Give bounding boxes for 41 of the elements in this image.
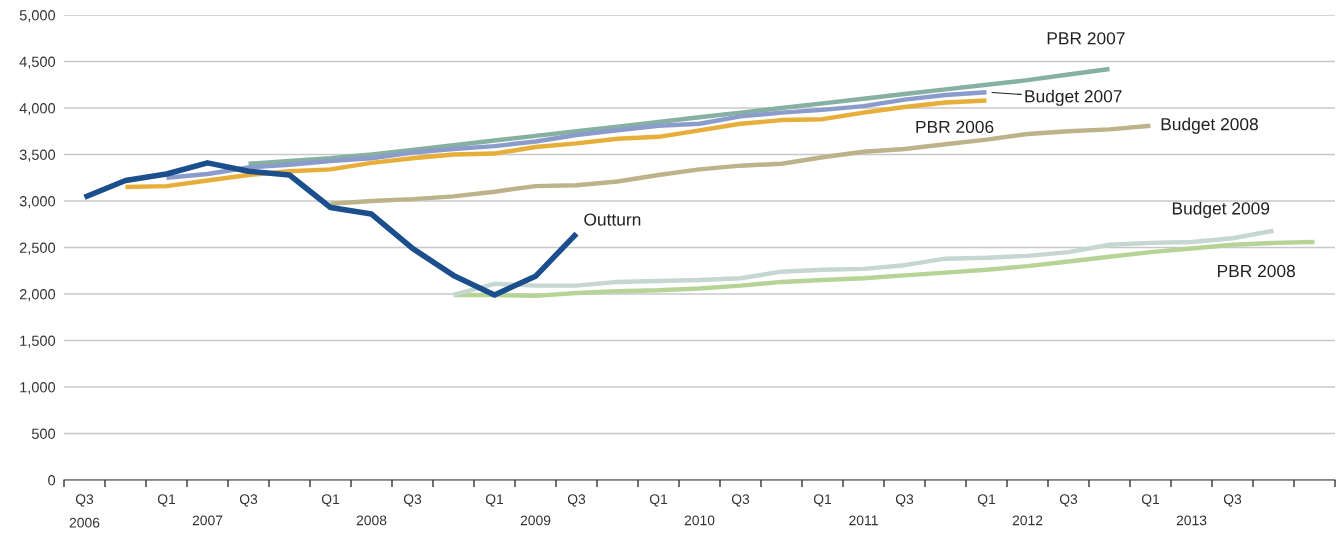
x-tick-label: 2007: [192, 515, 223, 526]
x-tick-label: Q1: [813, 494, 832, 507]
x-tick-label: Q1: [1141, 494, 1160, 507]
series-label: PBR 2008: [1218, 264, 1295, 278]
series-label: PBR 2007: [1047, 32, 1125, 45]
x-tick-label: Q1: [321, 494, 340, 507]
x-tick-label: Q3: [239, 494, 258, 507]
series-label: Budget 2008: [1161, 117, 1258, 134]
y-tick-label: 4,000: [19, 103, 56, 116]
y-tick-label: 4,500: [19, 56, 56, 69]
y-tick-label: 1,500: [20, 335, 56, 348]
y-tick-label: 500: [31, 428, 56, 439]
y-tick-label: 0: [48, 475, 56, 486]
series-label: Outturn: [584, 213, 641, 226]
x-tick-label: 2009: [520, 515, 551, 526]
x-tick-label: 2010: [684, 515, 715, 526]
x-tick-label: Q3: [731, 494, 750, 507]
text: Budget 2007: [1025, 89, 1122, 106]
x-tick-label: Q1: [977, 494, 996, 507]
x-tick-label: Q3 2006: [69, 494, 100, 528]
series-label: PBR 2006: [916, 120, 994, 133]
x-tick-label: Q1: [649, 494, 668, 507]
y-tick-label: 5,000: [19, 10, 56, 23]
x-tick-label: Q3: [567, 494, 586, 507]
x-tick-label: Q3: [1059, 494, 1078, 507]
y-tick-label: 2,000: [19, 289, 56, 302]
x-tick-label: Q1: [485, 494, 504, 507]
x-tick-label: Q3: [403, 494, 422, 507]
x-tick-label: Q3: [895, 494, 914, 507]
x-tick-label: Q3: [1223, 494, 1242, 507]
x-tick-label: 2013: [1176, 515, 1207, 526]
y-tick-label: 3,500: [19, 149, 56, 162]
x-tick-label: Q1: [157, 494, 176, 507]
line-series: [451, 239, 1317, 299]
x-tick-label: 2012: [1012, 515, 1043, 526]
y-tick-label: 3,000: [19, 196, 56, 209]
x-tick-label: 2011: [849, 515, 878, 526]
y-tick-label: 2,500: [19, 242, 56, 255]
x-tick-label: 2008: [356, 515, 387, 526]
series-label: Budget 2009: [1172, 201, 1270, 219]
y-tick-label: 1,000: [20, 382, 56, 395]
